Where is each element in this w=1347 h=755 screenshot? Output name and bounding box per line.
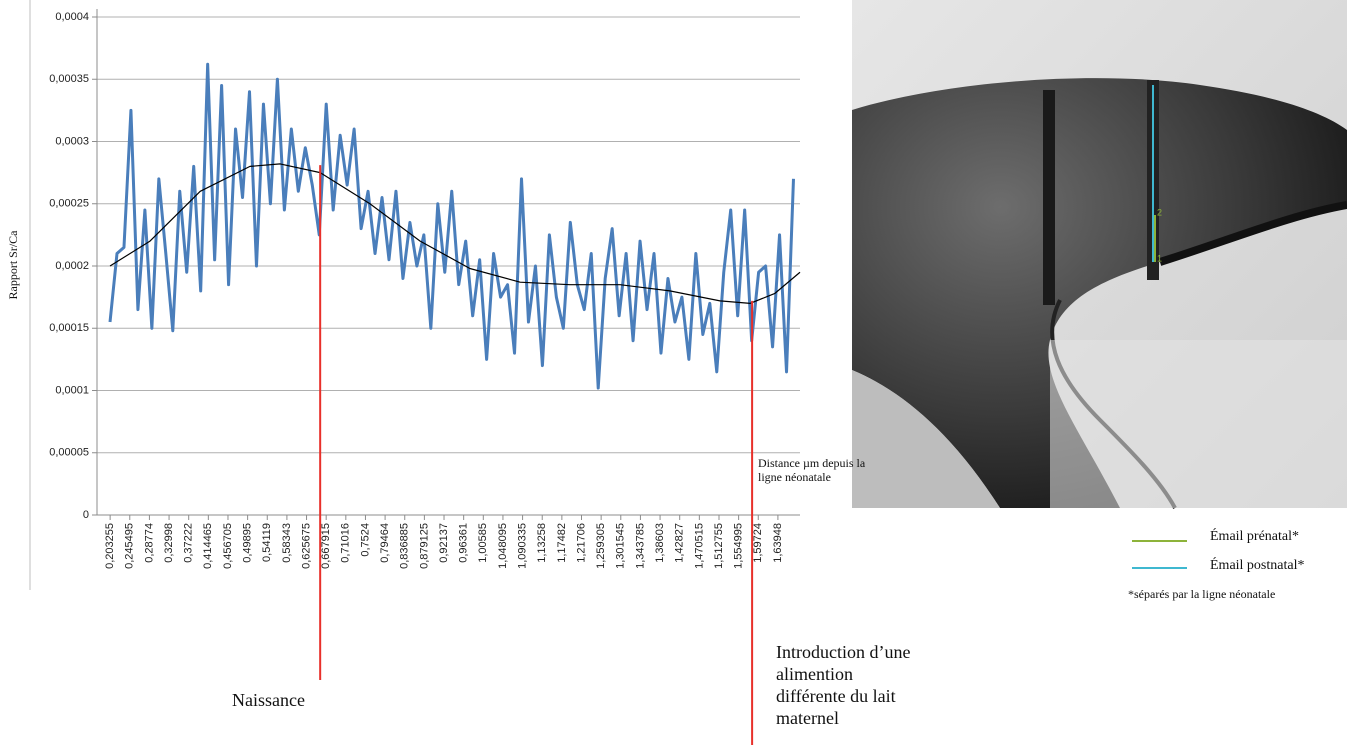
x-tick-label: 0,245495	[124, 523, 136, 569]
x-tick-label: 1,59724	[752, 523, 764, 563]
micrograph	[852, 0, 1347, 509]
x-tick-label: 0,96361	[458, 523, 470, 563]
x-tick-label: 1,343785	[634, 523, 646, 569]
y-tick-label: 0,0004	[55, 11, 89, 23]
x-tick-label: 1,259305	[595, 523, 607, 569]
legend-label: Émail postnatal*	[1210, 556, 1304, 573]
x-tick-label: 0,625675	[300, 523, 312, 569]
x-tick-label: 0,54119	[261, 523, 273, 562]
x-tick-label: 1,090335	[516, 523, 528, 569]
x-tick-label: 1,470515	[693, 523, 705, 569]
x-tick-label: 0,37222	[183, 523, 195, 563]
y-tick-label: 0,00015	[49, 322, 89, 334]
x-tick-label: 1,512755	[713, 523, 725, 569]
x-tick-label: 0,203255	[104, 523, 116, 569]
x-tick-label: 0,667915	[320, 523, 332, 569]
y-tick-label: 0	[83, 509, 89, 521]
legend-label: Émail prénatal*	[1210, 527, 1299, 544]
x-tick-label: 1,13258	[536, 523, 548, 563]
trend-line	[109, 163, 801, 304]
annotation-text: Introduction d’une alimention différente…	[776, 642, 911, 728]
y-tick-label: 0,0001	[55, 384, 89, 396]
x-tick-label: 1,00585	[477, 523, 489, 563]
x-tick-label: 0,79464	[379, 523, 391, 563]
x-tick-label: 1,63948	[772, 523, 784, 563]
y-tick-label: 0,00025	[49, 198, 89, 210]
x-tick-label: 0,32998	[163, 523, 175, 563]
annotation-text: Naissance	[232, 690, 305, 710]
x-tick-label: 1,21706	[575, 523, 587, 563]
y-axis-label: Rapport Sr/Ca	[6, 230, 20, 300]
x-tick-label: 0,28774	[143, 523, 155, 563]
image-label: 2	[1157, 207, 1162, 217]
x-tick-label: 1,301545	[615, 523, 627, 569]
x-tick-label: 0,414465	[202, 523, 214, 569]
legend-note: *séparés par la ligne néonatale	[1128, 587, 1275, 601]
x-axis-label: Distance µm depuis la ligne néonatale	[758, 456, 866, 484]
x-tick-label: 1,42827	[674, 523, 686, 563]
x-tick-label: 0,836885	[399, 523, 411, 569]
x-tick-label: 0,456705	[222, 523, 234, 569]
x-tick-label: 0,879125	[418, 523, 430, 569]
y-tick-label: 0,0002	[55, 260, 89, 272]
x-tick-label: 0,92137	[438, 523, 450, 563]
y-tick-label: 0,0003	[55, 135, 89, 147]
x-tick-label: 1,38603	[654, 523, 666, 563]
data-line	[108, 62, 795, 390]
x-tick-label: 0,58343	[281, 523, 293, 563]
x-tick-label: 1,17482	[556, 523, 568, 563]
x-tick-label: 0,71016	[340, 523, 352, 563]
x-tick-label: 0,7524	[359, 523, 371, 557]
y-tick-label: 0,00005	[49, 447, 89, 459]
x-tick-label: 1,554995	[733, 523, 745, 569]
x-tick-label: 0,49895	[242, 523, 254, 563]
x-tick-label: 1,048095	[497, 523, 509, 569]
image-label: 1	[1157, 253, 1162, 263]
y-tick-label: 0,00035	[49, 73, 89, 85]
